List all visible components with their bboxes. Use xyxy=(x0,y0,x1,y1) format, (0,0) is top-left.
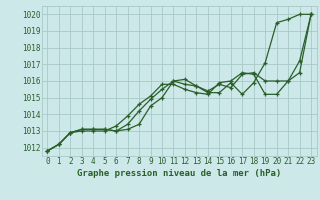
X-axis label: Graphe pression niveau de la mer (hPa): Graphe pression niveau de la mer (hPa) xyxy=(77,169,281,178)
